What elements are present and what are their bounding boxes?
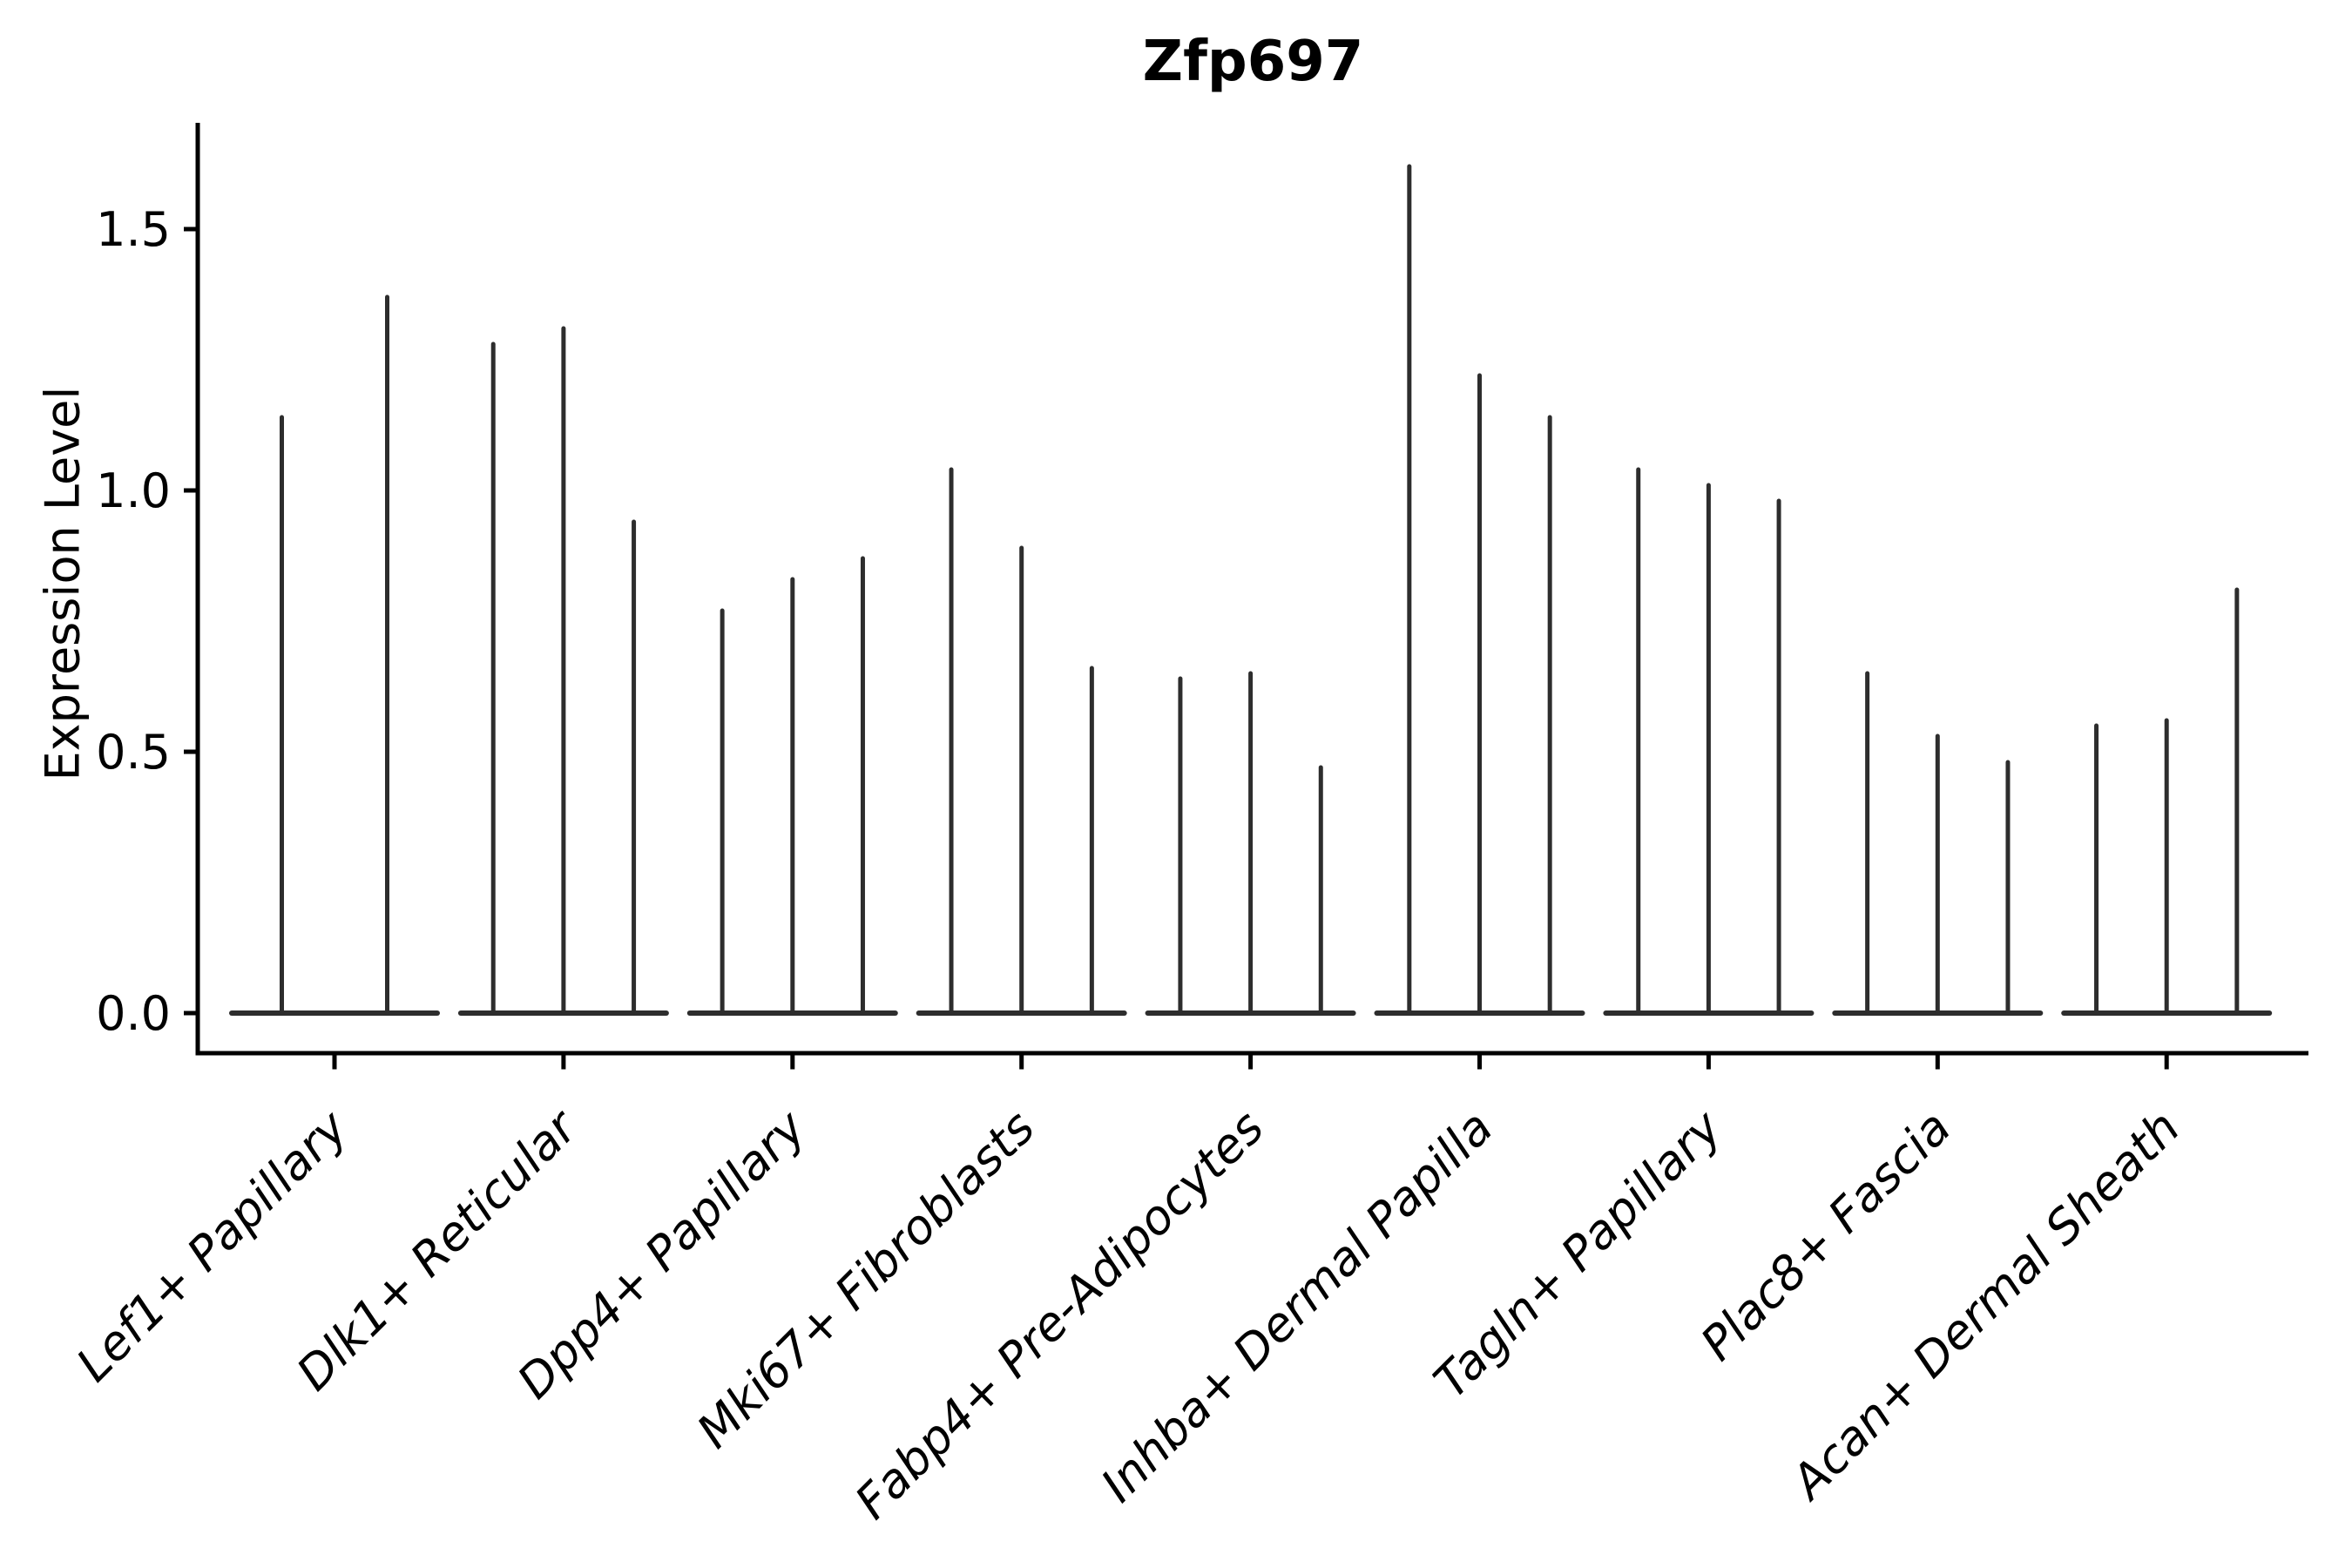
violin-group bbox=[2061, 587, 2273, 1016]
y-tick-label: 0.0 bbox=[96, 986, 171, 1041]
violin-group bbox=[1145, 671, 1356, 1016]
violin-group bbox=[457, 326, 669, 1016]
violin-group bbox=[1374, 164, 1585, 1016]
violin-group bbox=[229, 294, 440, 1016]
y-tick-label: 0.5 bbox=[96, 725, 171, 780]
y-tick-label: 1.0 bbox=[96, 463, 171, 518]
y-tick-label: 1.5 bbox=[96, 202, 171, 257]
x-tick-label: Fabp4+ Pre-Adipocytes bbox=[844, 1100, 1274, 1530]
chart-title: Zfp697 bbox=[1142, 30, 1364, 94]
violin-group bbox=[1603, 467, 1815, 1016]
x-tick-label: Inhba+ Dermal Papilla bbox=[1091, 1100, 1504, 1513]
x-tick-label: Acan+ Dermal Sheath bbox=[1779, 1100, 2190, 1511]
violin-group bbox=[686, 556, 898, 1016]
violin-group bbox=[1832, 671, 2044, 1016]
violin-group bbox=[916, 467, 1127, 1016]
